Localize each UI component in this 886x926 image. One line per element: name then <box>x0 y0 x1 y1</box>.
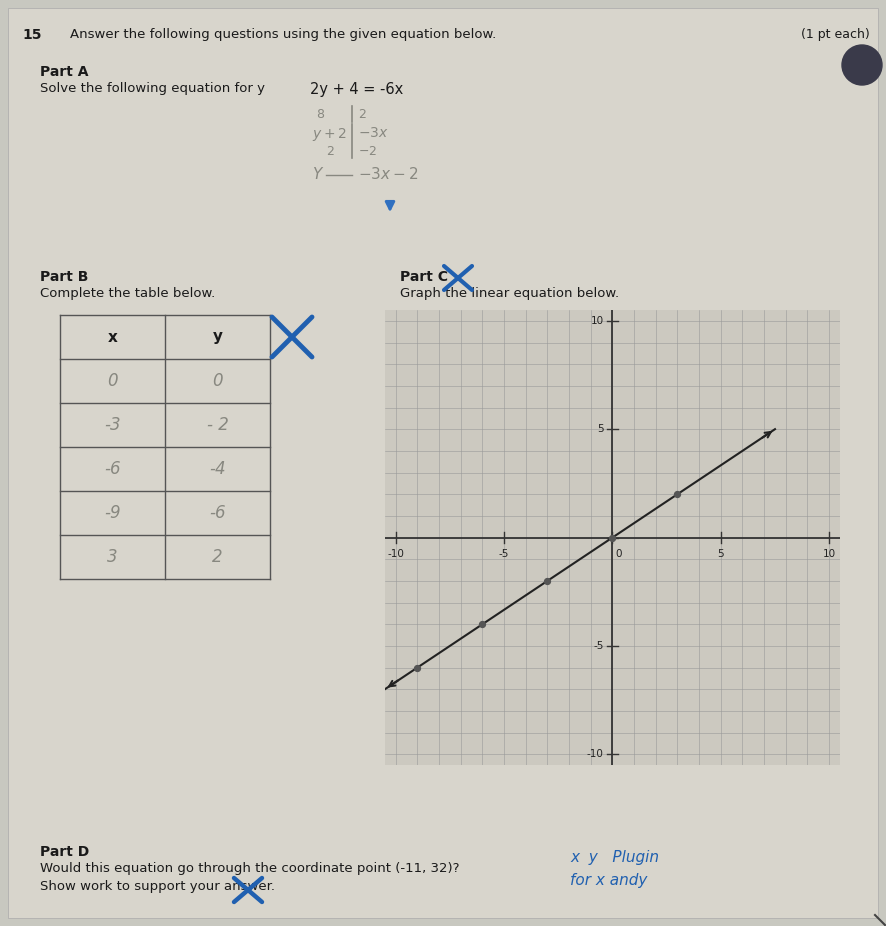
Text: $-3x-2$: $-3x-2$ <box>358 166 418 182</box>
Text: x  y   Plugin: x y Plugin <box>570 850 658 865</box>
Text: 3: 3 <box>107 548 118 566</box>
FancyBboxPatch shape <box>8 8 877 918</box>
Point <box>670 487 684 502</box>
Text: -6: -6 <box>104 460 120 478</box>
Text: $2$: $2$ <box>326 145 334 158</box>
Text: $2$: $2$ <box>358 108 366 121</box>
Text: Complete the table below.: Complete the table below. <box>40 287 215 300</box>
Text: x: x <box>107 330 117 344</box>
Text: - 2: - 2 <box>206 416 229 434</box>
Text: 5: 5 <box>717 549 723 559</box>
Text: $-2$: $-2$ <box>358 145 377 158</box>
Text: Would this equation go through the coordinate point (-11, 32)?: Would this equation go through the coord… <box>40 862 459 875</box>
Text: -4: -4 <box>209 460 226 478</box>
Text: 5: 5 <box>596 424 603 434</box>
Text: y: y <box>213 330 222 344</box>
Text: -5: -5 <box>499 549 509 559</box>
Text: for x andy: for x andy <box>570 873 647 888</box>
Text: $8$: $8$ <box>315 108 325 121</box>
Text: Part B: Part B <box>40 270 89 284</box>
Text: $Y$: $Y$ <box>312 166 324 182</box>
Text: -10: -10 <box>587 749 603 759</box>
Text: Part C: Part C <box>400 270 447 284</box>
Text: Part D: Part D <box>40 845 89 859</box>
Point <box>605 530 619 544</box>
Text: 0: 0 <box>107 372 118 390</box>
Text: -9: -9 <box>104 504 120 522</box>
Text: $y+2$: $y+2$ <box>312 126 346 143</box>
Text: -3: -3 <box>104 416 120 434</box>
Circle shape <box>841 45 881 85</box>
Text: 0: 0 <box>615 549 622 559</box>
Text: Show work to support your answer.: Show work to support your answer. <box>40 880 275 893</box>
Text: $-3x$: $-3x$ <box>358 126 388 140</box>
Text: Answer the following questions using the given equation below.: Answer the following questions using the… <box>70 28 495 41</box>
Point <box>475 617 489 632</box>
Text: 2: 2 <box>212 548 222 566</box>
Text: Graph the linear equation below.: Graph the linear equation below. <box>400 287 618 300</box>
Text: 10: 10 <box>590 316 603 326</box>
Text: -10: -10 <box>387 549 404 559</box>
Text: (1 pt each): (1 pt each) <box>800 28 869 41</box>
Point <box>410 660 424 675</box>
Text: Part A: Part A <box>40 65 89 79</box>
Text: 10: 10 <box>821 549 835 559</box>
Text: Solve the following equation for y: Solve the following equation for y <box>40 82 265 95</box>
Text: 15: 15 <box>22 28 42 42</box>
Point <box>540 573 554 588</box>
Text: 0: 0 <box>212 372 222 390</box>
Text: -5: -5 <box>593 641 603 651</box>
Text: -6: -6 <box>209 504 226 522</box>
Text: 2y + 4 = -6x: 2y + 4 = -6x <box>309 82 403 97</box>
